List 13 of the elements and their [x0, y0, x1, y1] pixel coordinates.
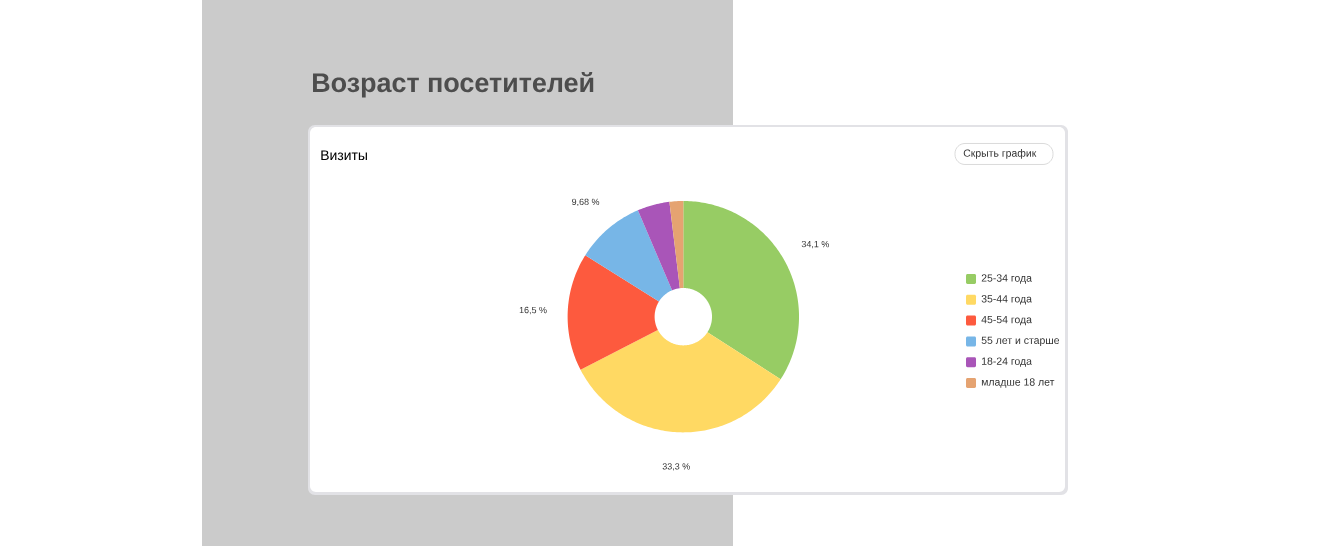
legend-label: младше 18 лет: [981, 378, 1055, 388]
text: Визиты: [321, 150, 367, 161]
chart-title: Возраст посетителей: [313, 71, 594, 98]
legend-label: 45-54 года: [981, 315, 1032, 326]
data-label: 34,1 %: [801, 240, 829, 249]
data-label: 16,5 %: [519, 306, 547, 315]
data-label: 9,68 %: [572, 198, 600, 207]
legend-label: 25-34 года: [981, 274, 1032, 284]
text: Скрыть график: [963, 149, 1037, 159]
legend-label: 18-24 года: [982, 357, 1032, 367]
legend-label: 35-44 года: [981, 295, 1032, 305]
legend-label: 55 лет и старше: [981, 336, 1060, 347]
data-label: 33,3 %: [662, 463, 690, 471]
